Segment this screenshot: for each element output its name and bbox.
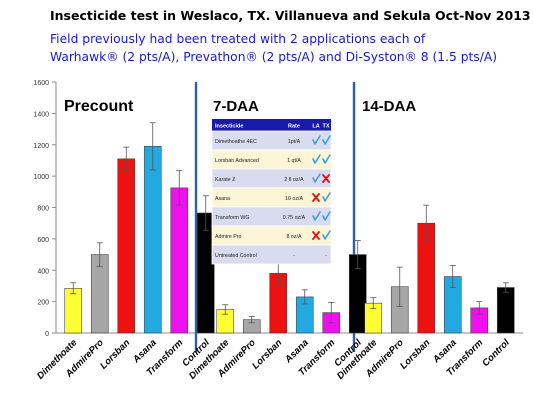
table-cell-insecticide: Transform WG xyxy=(215,215,250,221)
table-cell-insecticide: Untreated Control xyxy=(215,253,257,259)
table-header-row xyxy=(212,119,331,131)
bar xyxy=(64,287,83,334)
cross-icon xyxy=(312,193,320,202)
y-tick-label: 0 xyxy=(45,331,49,338)
x-tick-label: Lorsban xyxy=(250,337,284,371)
bar xyxy=(117,158,136,334)
panel-label: 14-DAA xyxy=(362,98,416,115)
table-cell-rate: 8 oz/A xyxy=(286,234,301,240)
table-cell-dash: - xyxy=(325,253,327,259)
table-cell-rate: - xyxy=(293,253,295,259)
check-icon xyxy=(322,154,331,164)
y-tick-label: 1600 xyxy=(33,80,49,87)
table-cell-insecticide: Dimethoathe 4EC xyxy=(215,139,257,145)
check-icon xyxy=(312,135,321,145)
check-icon xyxy=(322,192,331,202)
y-tick-label: 200 xyxy=(37,300,49,307)
insecticide-table: Insecticide Rate LA TX Dimethoathe 4EC 1pt/A L… xyxy=(211,119,332,265)
table-cell-insecticide: Lorsban Advanced xyxy=(215,158,259,164)
table-cell-rate: 0.75 oz/A xyxy=(283,215,306,221)
table-header-cell: LA xyxy=(312,124,319,130)
slide-subtitle-line-1: Field previously had been treated with 2… xyxy=(50,32,426,46)
table-cell-rate: 10 oz/A xyxy=(285,196,303,202)
table-cell-rate: 2 fl oz/A xyxy=(284,177,304,183)
panel-precount: PrecountDimethoateAdmireProLorsbanAsanaT… xyxy=(35,98,215,382)
slide-title: Insecticide test in Weslaco, TX. Villanu… xyxy=(50,8,531,23)
check-icon xyxy=(312,211,321,221)
table-row xyxy=(211,244,332,265)
table-header-cell: Rate xyxy=(288,124,300,130)
bar xyxy=(143,146,162,334)
table-cell-rate: 1pt/A xyxy=(288,139,301,145)
y-tick-label: 1400 xyxy=(33,111,49,118)
table-cell-rate: 1 qt/A xyxy=(287,158,301,164)
y-tick-label: 600 xyxy=(37,237,49,244)
y-tick-label: 1000 xyxy=(33,174,49,181)
bar xyxy=(496,287,515,334)
x-tick-label: Lorsban xyxy=(98,337,132,371)
slide-subtitle-line-2: Warhawk® (2 pts/A), Prevathon® (2 pts/A)… xyxy=(50,50,498,64)
check-icon xyxy=(322,230,331,240)
y-tick-label: 1200 xyxy=(33,143,49,150)
table-cell-insecticide: Admire Pro xyxy=(215,234,242,240)
check-icon xyxy=(312,173,321,183)
table-cell-insecticide: Karate Z xyxy=(215,177,236,183)
panel-label: Precount xyxy=(64,98,134,115)
x-tick-label: Lorsban xyxy=(398,337,432,371)
y-tick-label: 800 xyxy=(37,206,49,213)
check-icon xyxy=(312,154,321,164)
table-cell-insecticide: Asana xyxy=(215,196,230,202)
check-icon xyxy=(322,135,331,145)
x-tick-label: Control xyxy=(480,337,512,369)
cross-icon xyxy=(312,231,320,240)
table-header-cell: Insecticide xyxy=(215,124,243,130)
y-tick-label: 400 xyxy=(37,268,49,275)
panel-14-daa: 14-DAADimethoateAdmireProLorsbanAsanaTra… xyxy=(335,98,515,382)
check-icon xyxy=(322,211,331,221)
panel-label: 7-DAA xyxy=(213,98,259,115)
cross-icon xyxy=(322,174,330,183)
bar xyxy=(170,187,189,334)
table-header-cell: TX xyxy=(322,124,329,130)
